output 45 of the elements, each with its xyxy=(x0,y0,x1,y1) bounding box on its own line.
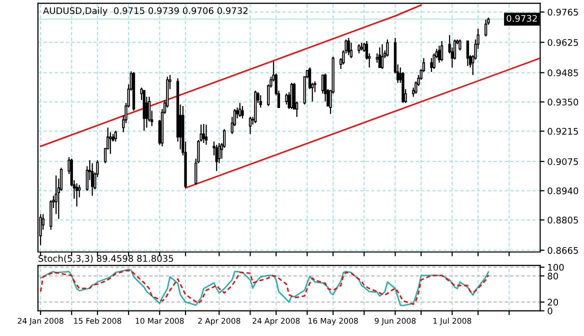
candlestick xyxy=(386,38,389,58)
y-tick-label: 20 xyxy=(548,298,558,306)
y-tick-label: 0.9075 xyxy=(548,158,578,166)
y-tick-label: 0.9625 xyxy=(548,39,578,46)
y-tick-label: 0.8665 xyxy=(548,246,578,254)
y-tick-label: 0.8940 xyxy=(548,187,578,194)
candlestick xyxy=(114,130,117,142)
y-tick-label: 0 xyxy=(548,308,552,314)
candlestick xyxy=(241,105,244,119)
y-tick-label: 0.9215 xyxy=(548,128,578,135)
candlestick xyxy=(109,132,112,154)
candlestick xyxy=(458,38,462,51)
candlestick xyxy=(378,46,382,68)
candlestick xyxy=(432,52,436,70)
y-tick-label: 80 xyxy=(548,272,558,280)
candlestick xyxy=(238,102,242,118)
candlestick xyxy=(466,40,470,67)
candlestick xyxy=(350,42,353,59)
chart-title: Stoch(5,3,3) 89.4598 81.8035 xyxy=(38,254,174,263)
candlestick xyxy=(380,44,384,70)
y-tick-label: 0.9765 xyxy=(548,8,578,16)
candlestick xyxy=(202,123,205,144)
candlestick xyxy=(430,58,433,73)
candlestick xyxy=(259,94,262,108)
candlestick xyxy=(285,93,288,106)
candlestick xyxy=(290,82,293,110)
candlestick xyxy=(347,37,350,56)
y-tick-label: 0.8805 xyxy=(548,216,578,224)
candlestick xyxy=(248,116,252,135)
candlestick xyxy=(321,74,324,94)
chart-title: AUDUSD,Daily 0.9715 0.9739 0.9706 0.9732 xyxy=(43,7,248,16)
candlestick xyxy=(91,162,94,196)
y-tick-label: 0.9350 xyxy=(548,98,578,106)
candlestick xyxy=(440,40,444,62)
candlestick xyxy=(438,45,441,64)
y-tick-label: 0.9485 xyxy=(548,69,578,76)
ref-line-label: 0.9732 xyxy=(506,14,537,22)
candlestick xyxy=(204,124,208,146)
candlestick xyxy=(215,144,218,172)
candlestick xyxy=(54,174,58,215)
candlestick xyxy=(324,72,327,102)
candlestick xyxy=(75,182,78,208)
y-tick-label: 100 xyxy=(548,264,564,271)
candlestick xyxy=(358,44,360,54)
candlestick xyxy=(484,19,488,38)
